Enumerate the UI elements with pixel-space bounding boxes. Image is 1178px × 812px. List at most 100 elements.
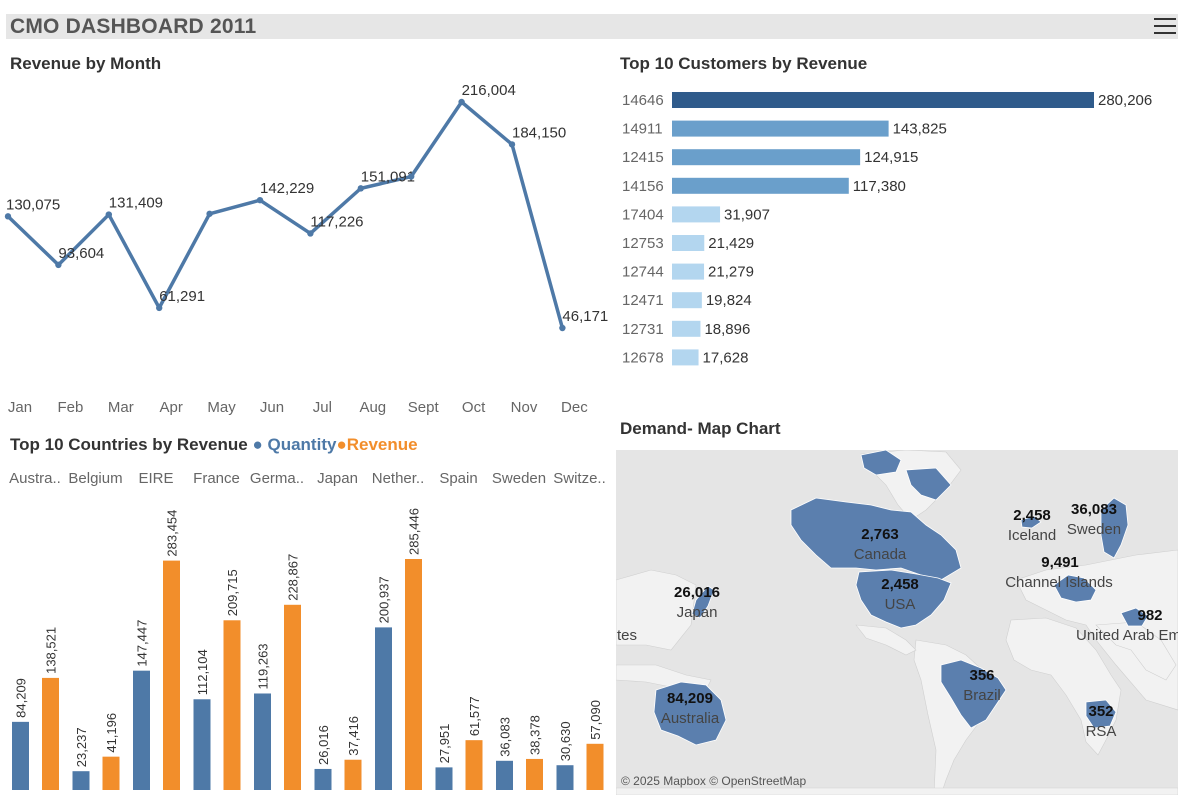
- country-header-label: Spain: [439, 470, 477, 487]
- revenue-point-apr: [156, 304, 163, 312]
- hamburger-menu-icon[interactable]: [1154, 18, 1176, 35]
- map-marker-value: 356: [969, 667, 995, 684]
- customer-value-label: 143,825: [893, 121, 947, 138]
- customer-id-label: 12744: [622, 264, 664, 281]
- country-value-label: 285,446: [407, 508, 422, 555]
- customer-value-label: 21,279: [708, 264, 754, 281]
- month-tick-label: Dec: [561, 399, 588, 416]
- revenue-bar: [102, 756, 120, 790]
- quantity-bar: [12, 721, 29, 790]
- revenue-point-sept: [408, 173, 415, 180]
- revenue-point-jun: [256, 196, 264, 204]
- month-tick-label: May: [207, 399, 236, 416]
- country-value-label: 147,447: [135, 620, 150, 667]
- iceland-shape: [1020, 515, 1042, 529]
- map-marker-value: 9,491: [1041, 554, 1079, 571]
- dashboard-title: CMO DASHBOARD 2011: [10, 15, 257, 38]
- country-value-label: 119,263: [255, 643, 270, 689]
- map-marker-name: Australia: [660, 710, 720, 727]
- country-header-label: Switze..: [553, 470, 606, 487]
- map-marker-name: Brazil: [963, 687, 1001, 704]
- revenue-bar: [223, 620, 241, 790]
- country-value-label: 41,196: [104, 713, 119, 753]
- channel-islands-shape: [1053, 574, 1097, 603]
- country-value-label: 57,090: [588, 700, 603, 740]
- revenue-line-chart: 130,075 Jan 93,604 Feb 131,409 Mar 61,291 Apr Ma…: [4, 82, 608, 416]
- customer-id-label: 12731: [622, 321, 664, 338]
- customer-value-label: 31,907: [724, 206, 770, 223]
- customer-bar: [672, 120, 889, 137]
- legend-quantity-bullet: ●: [252, 435, 263, 454]
- australia-shape: [653, 681, 727, 746]
- country-value-label: 84,209: [14, 678, 29, 718]
- country-header-label: Sweden: [492, 470, 546, 487]
- customer-bar: [672, 149, 861, 166]
- revenue-data-label: 117,226: [310, 213, 363, 230]
- map-marker-name: Canada: [853, 546, 907, 563]
- country-value-label: 61,577: [467, 696, 482, 736]
- revenue-line: [6, 100, 565, 329]
- country-value-label: 38,378: [528, 715, 543, 755]
- month-tick-label: Aug: [359, 399, 386, 416]
- revenue-bar: [465, 740, 483, 790]
- map-marker-value: 352: [1088, 703, 1114, 720]
- map-marker-value: 2,458: [881, 576, 919, 593]
- country-value-label: 112,104: [195, 649, 210, 695]
- quantity-bar: [193, 699, 211, 790]
- demand-map-title: Demand- Map Chart: [620, 419, 781, 438]
- customers-bar-chart: 14646 280,206 14911 143,825 12415 124,915 1415…: [622, 92, 1152, 366]
- revenue-bar: [586, 743, 604, 790]
- month-tick-label: Nov: [511, 399, 538, 416]
- revenue-data-label: 46,171: [562, 308, 608, 325]
- customer-bar: [672, 235, 705, 251]
- usa-shape: [855, 569, 952, 629]
- top-countries-header: Top 10 Countries by Revenue ● Quantity●R…: [10, 435, 418, 455]
- map-marker-value: 982: [1137, 607, 1163, 624]
- customer-bar: [672, 320, 701, 337]
- revenue-data-label: 131,409: [109, 195, 163, 212]
- canadian-arctic-islands: [860, 450, 902, 476]
- month-tick-label: Sept: [408, 399, 440, 416]
- country-header-label: EIRE: [138, 470, 173, 487]
- legend-quantity[interactable]: ● Quantity: [252, 435, 336, 454]
- highlighted-countries: [653, 450, 1149, 746]
- country-value-label: 228,867: [286, 554, 301, 601]
- revenue-point-feb: [55, 261, 62, 269]
- quantity-bar: [254, 693, 271, 790]
- customer-id-label: 14156: [622, 178, 664, 195]
- legend-quantity-label: Quantity: [267, 435, 337, 454]
- customer-bar: [672, 263, 705, 280]
- month-tick-label: Mar: [108, 399, 134, 416]
- map-marker-value: 2,458: [1013, 507, 1051, 524]
- customer-id-label: 14646: [622, 92, 664, 109]
- revenue-bar: [405, 559, 422, 790]
- country-value-label: 27,951: [437, 724, 452, 764]
- revenue-data-label: 61,291: [159, 288, 205, 305]
- legend-revenue[interactable]: ●Revenue: [336, 435, 417, 454]
- quantity-bar: [375, 627, 392, 790]
- revenue-data-label: 93,604: [58, 245, 104, 262]
- customer-value-label: 19,824: [706, 292, 752, 309]
- map-attribution[interactable]: © 2025 Mapbox © OpenStreetMap: [621, 774, 807, 788]
- top-customers-title: Top 10 Customers by Revenue: [620, 54, 868, 73]
- revenue-point-may: [206, 210, 213, 217]
- customer-bar: [672, 349, 699, 366]
- country-value-label: 283,454: [165, 510, 180, 557]
- quantity-bar: [496, 760, 513, 790]
- revenue-bar: [284, 604, 301, 790]
- customer-value-label: 17,628: [703, 349, 749, 366]
- uae-shape: [1120, 607, 1149, 627]
- map-marker-name: tes: [617, 627, 638, 644]
- map-marker-value: 26,016: [674, 584, 720, 601]
- canada-shape: [790, 497, 962, 581]
- customer-value-label: 280,206: [1098, 92, 1152, 109]
- country-header-label: France: [193, 470, 240, 487]
- brazil-shape: [940, 659, 1007, 729]
- sweden-shape: [1100, 497, 1129, 559]
- customer-id-label: 12415: [622, 149, 664, 166]
- month-tick-label: Apr: [160, 399, 183, 416]
- country-value-label: 138,521: [44, 627, 59, 674]
- demand-map[interactable]: [616, 450, 1178, 795]
- customer-id-label: 14911: [622, 121, 663, 138]
- quantity-bar: [314, 768, 332, 790]
